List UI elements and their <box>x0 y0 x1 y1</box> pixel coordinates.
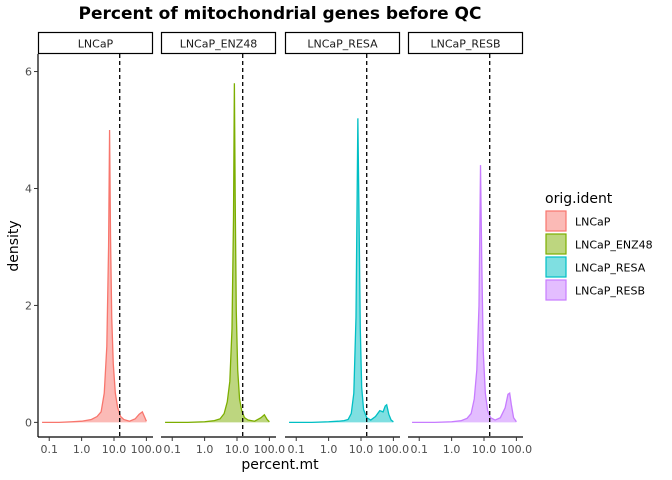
facet-panel: LNCaP_RESA 0.1 1.0 10.0 100.0 <box>284 31 410 456</box>
x-tick-label: 1.0 <box>73 443 91 456</box>
x-tick-label: 0.1 <box>40 443 58 456</box>
legend-title: orig.ident <box>545 191 613 207</box>
x-tick-label: 100.0 <box>254 443 286 456</box>
legend: orig.ident LNCaP LNCaP_ENZ48 LNCaP_RESA LNC… <box>545 191 653 301</box>
facet-strip <box>284 31 401 55</box>
panels-layer: LNCaP 0.1 1.0 10.0 100.0 LNCaP_ENZ48 0.1 1.0 10.… <box>37 31 533 456</box>
legend-key <box>545 233 567 255</box>
facet-strip-label: LNCaP_ENZ48 <box>180 38 258 51</box>
facet-panel: LNCaP_RESB 0.1 1.0 10.0 100.0 <box>407 31 533 456</box>
density-line <box>289 118 394 424</box>
legend-label: LNCaP_RESB <box>575 285 645 298</box>
legend-label: LNCaP_ENZ48 <box>575 239 653 252</box>
facet-panel: LNCaP_ENZ48 0.1 1.0 10.0 100.0 <box>160 31 286 456</box>
chart-title: Percent of mitochondrial genes before QC <box>79 4 482 24</box>
x-tick-label: 10.0 <box>349 443 374 456</box>
density-line <box>42 130 147 424</box>
x-tick-label: 0.1 <box>410 443 428 456</box>
x-tick-label: 100.0 <box>131 443 163 456</box>
density-line <box>165 83 270 424</box>
legend-label: LNCaP_RESA <box>575 262 646 275</box>
density-line <box>412 165 517 424</box>
y-axis-title: density <box>6 220 22 271</box>
x-tick-label: 10.0 <box>472 443 497 456</box>
x-tick-label: 10.0 <box>102 443 127 456</box>
facet-strip-label: LNCaP_RESA <box>307 38 378 51</box>
x-tick-label: 100.0 <box>378 443 410 456</box>
x-tick-label: 10.0 <box>225 443 250 456</box>
legend-key <box>545 210 567 232</box>
y-tick-label: 4 <box>25 182 32 195</box>
y-tick-label: 0 <box>25 416 32 429</box>
facet-panel: LNCaP 0.1 1.0 10.0 100.0 <box>37 31 163 456</box>
legend-label: LNCaP <box>575 216 611 229</box>
x-axis-title: percent.mt <box>241 457 319 473</box>
facet-strip <box>160 31 277 55</box>
x-tick-label: 100.0 <box>501 443 533 456</box>
facet-strip <box>407 31 524 55</box>
x-tick-label: 1.0 <box>443 443 461 456</box>
legend-key <box>545 279 567 301</box>
facet-strip <box>37 31 154 55</box>
y-tick-label: 2 <box>25 299 32 312</box>
x-tick-label: 1.0 <box>196 443 214 456</box>
legend-key <box>545 256 567 278</box>
facet-strip-label: LNCaP_RESB <box>430 38 500 51</box>
y-axis: 0 2 4 6 <box>25 54 39 437</box>
facet-strip-label: LNCaP <box>78 38 114 51</box>
x-tick-label: 0.1 <box>163 443 181 456</box>
y-tick-label: 6 <box>25 66 32 79</box>
x-tick-label: 0.1 <box>287 443 305 456</box>
x-tick-label: 1.0 <box>320 443 338 456</box>
